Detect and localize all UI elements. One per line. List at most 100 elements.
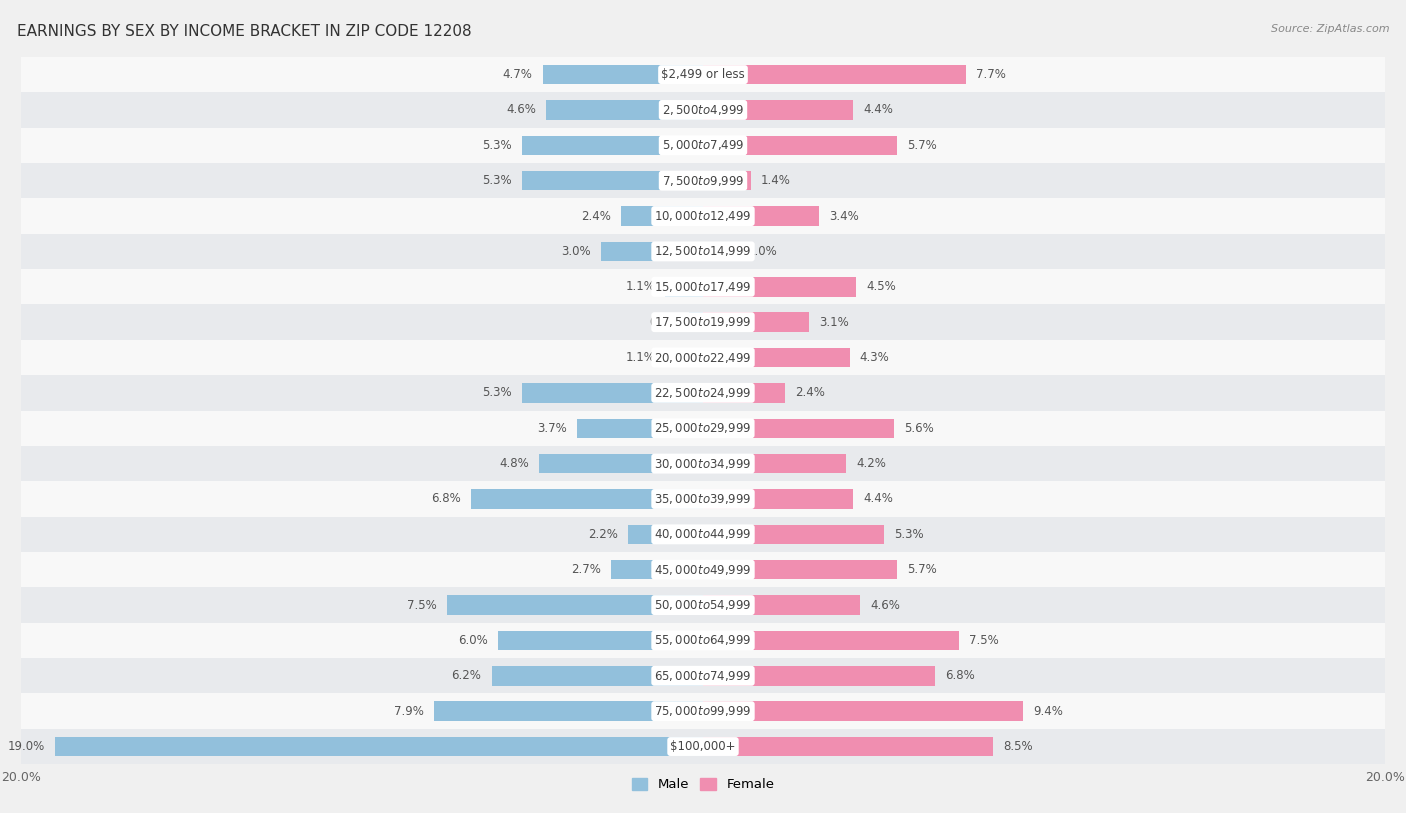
Bar xyxy=(21,304,1385,340)
Text: 3.7%: 3.7% xyxy=(537,422,567,435)
Text: EARNINGS BY SEX BY INCOME BRACKET IN ZIP CODE 12208: EARNINGS BY SEX BY INCOME BRACKET IN ZIP… xyxy=(17,24,471,39)
Text: $17,500 to $19,999: $17,500 to $19,999 xyxy=(654,315,752,329)
Bar xyxy=(21,552,1385,587)
Bar xyxy=(492,666,703,685)
Text: 9.4%: 9.4% xyxy=(1033,705,1063,718)
Text: 3.4%: 3.4% xyxy=(830,210,859,223)
Text: $2,499 or less: $2,499 or less xyxy=(661,68,745,81)
Bar xyxy=(703,383,785,402)
Bar xyxy=(600,241,703,261)
Text: 7.5%: 7.5% xyxy=(969,634,998,647)
Bar xyxy=(55,737,703,756)
Bar xyxy=(21,340,1385,375)
Text: Source: ZipAtlas.com: Source: ZipAtlas.com xyxy=(1271,24,1389,34)
Text: $50,000 to $54,999: $50,000 to $54,999 xyxy=(654,598,752,612)
Bar xyxy=(522,383,703,402)
Text: 7.5%: 7.5% xyxy=(408,598,437,611)
Bar xyxy=(703,419,894,438)
Bar xyxy=(665,277,703,297)
Bar xyxy=(499,631,703,650)
Bar xyxy=(540,454,703,473)
Bar xyxy=(703,65,966,85)
Text: 19.0%: 19.0% xyxy=(7,740,45,753)
Text: 5.3%: 5.3% xyxy=(482,386,512,399)
Text: 0.4%: 0.4% xyxy=(650,315,679,328)
Text: 5.3%: 5.3% xyxy=(482,174,512,187)
Bar xyxy=(543,65,703,85)
Bar xyxy=(703,136,897,155)
Bar xyxy=(21,659,1385,693)
Bar xyxy=(703,100,853,120)
Bar xyxy=(21,446,1385,481)
Bar xyxy=(612,560,703,580)
Text: 1.1%: 1.1% xyxy=(626,280,655,293)
Text: 1.0%: 1.0% xyxy=(748,245,778,258)
Text: $65,000 to $74,999: $65,000 to $74,999 xyxy=(654,669,752,683)
Bar xyxy=(21,693,1385,729)
Text: $55,000 to $64,999: $55,000 to $64,999 xyxy=(654,633,752,647)
Text: 2.4%: 2.4% xyxy=(794,386,825,399)
Text: 5.7%: 5.7% xyxy=(908,563,938,576)
Text: $5,000 to $7,499: $5,000 to $7,499 xyxy=(662,138,744,152)
Bar xyxy=(703,241,737,261)
Bar xyxy=(21,481,1385,517)
Text: 4.5%: 4.5% xyxy=(866,280,897,293)
Text: 4.3%: 4.3% xyxy=(860,351,890,364)
Bar xyxy=(21,375,1385,411)
Bar xyxy=(703,489,853,509)
Legend: Male, Female: Male, Female xyxy=(626,772,780,797)
Text: 7.7%: 7.7% xyxy=(976,68,1005,81)
Bar xyxy=(21,163,1385,198)
Text: $10,000 to $12,499: $10,000 to $12,499 xyxy=(654,209,752,223)
Text: $30,000 to $34,999: $30,000 to $34,999 xyxy=(654,457,752,471)
Bar xyxy=(21,128,1385,163)
Bar xyxy=(21,411,1385,446)
Text: 4.6%: 4.6% xyxy=(870,598,900,611)
Bar xyxy=(522,171,703,190)
Bar xyxy=(703,595,860,615)
Bar xyxy=(703,560,897,580)
Bar xyxy=(21,57,1385,92)
Text: 7.9%: 7.9% xyxy=(394,705,423,718)
Text: 8.5%: 8.5% xyxy=(1002,740,1032,753)
Bar xyxy=(703,277,856,297)
Bar xyxy=(703,207,818,226)
Bar xyxy=(21,198,1385,233)
Text: 6.8%: 6.8% xyxy=(945,669,974,682)
Bar xyxy=(703,702,1024,721)
Text: 4.7%: 4.7% xyxy=(503,68,533,81)
Bar xyxy=(703,312,808,332)
Text: 3.0%: 3.0% xyxy=(561,245,591,258)
Bar xyxy=(546,100,703,120)
Text: $12,500 to $14,999: $12,500 to $14,999 xyxy=(654,245,752,259)
Text: $40,000 to $44,999: $40,000 to $44,999 xyxy=(654,528,752,541)
Text: 5.3%: 5.3% xyxy=(482,139,512,152)
Text: 6.8%: 6.8% xyxy=(432,493,461,506)
Bar xyxy=(703,737,993,756)
Text: $75,000 to $99,999: $75,000 to $99,999 xyxy=(654,704,752,718)
Text: $20,000 to $22,499: $20,000 to $22,499 xyxy=(654,350,752,364)
Text: $100,000+: $100,000+ xyxy=(671,740,735,753)
Text: 5.6%: 5.6% xyxy=(904,422,934,435)
Text: 4.2%: 4.2% xyxy=(856,457,886,470)
Text: 2.2%: 2.2% xyxy=(588,528,617,541)
Text: $15,000 to $17,499: $15,000 to $17,499 xyxy=(654,280,752,293)
Bar xyxy=(665,348,703,367)
Bar xyxy=(21,233,1385,269)
Bar xyxy=(621,207,703,226)
Text: 1.1%: 1.1% xyxy=(626,351,655,364)
Bar xyxy=(433,702,703,721)
Text: $25,000 to $29,999: $25,000 to $29,999 xyxy=(654,421,752,435)
Text: $7,500 to $9,999: $7,500 to $9,999 xyxy=(662,174,744,188)
Bar xyxy=(21,729,1385,764)
Text: $22,500 to $24,999: $22,500 to $24,999 xyxy=(654,386,752,400)
Text: 4.4%: 4.4% xyxy=(863,103,893,116)
Text: 4.4%: 4.4% xyxy=(863,493,893,506)
Text: 4.8%: 4.8% xyxy=(499,457,529,470)
Bar xyxy=(471,489,703,509)
Text: 5.7%: 5.7% xyxy=(908,139,938,152)
Text: $2,500 to $4,999: $2,500 to $4,999 xyxy=(662,103,744,117)
Bar xyxy=(21,517,1385,552)
Text: 4.6%: 4.6% xyxy=(506,103,536,116)
Bar xyxy=(447,595,703,615)
